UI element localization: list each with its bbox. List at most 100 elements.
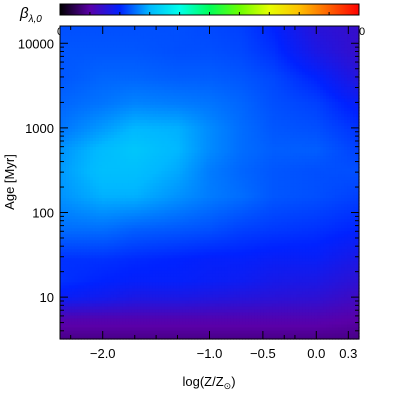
heatmap-cell: [113, 254, 118, 259]
colorbar-strip: [242, 4, 244, 15]
heatmap-cell: [158, 299, 163, 304]
colorbar-strip: [173, 4, 175, 15]
heatmap-cell: [260, 209, 264, 214]
heatmap-cell: [107, 278, 112, 283]
heatmap-cell: [284, 200, 288, 205]
heatmap-cell: [119, 305, 124, 310]
heatmap-cell: [167, 215, 172, 220]
heatmap-cell: [335, 329, 339, 334]
heatmap-cell: [236, 206, 240, 211]
heatmap-cell: [122, 311, 127, 316]
heatmap-cell: [296, 314, 300, 319]
heatmap-cell: [206, 302, 211, 307]
heatmap-cell: [125, 272, 130, 277]
heatmap-cell: [104, 236, 109, 241]
heatmap-cell: [350, 311, 354, 316]
heatmap-cell: [209, 281, 214, 286]
heatmap-cell: [119, 200, 124, 205]
heatmap-cell: [161, 212, 166, 217]
heatmap-cell: [137, 314, 142, 319]
heatmap-cell: [344, 209, 348, 214]
heatmap-cell: [140, 293, 145, 298]
heatmap-cell: [254, 251, 258, 256]
heatmap-cell: [62, 206, 67, 211]
heatmap-cell: [239, 206, 243, 211]
heatmap-cell: [74, 326, 79, 331]
heatmap-cell: [254, 308, 258, 313]
heatmap-cell: [164, 275, 169, 280]
heatmap-cell: [224, 320, 229, 325]
heatmap-cell: [179, 230, 184, 235]
heatmap-cell: [134, 320, 139, 325]
heatmap-cell: [60, 293, 64, 298]
heatmap-cell: [275, 335, 279, 340]
heatmap-cell: [191, 290, 196, 295]
heatmap-cell: [92, 245, 97, 250]
heatmap-cell: [158, 269, 163, 274]
heatmap-cell: [173, 302, 178, 307]
heatmap-cell: [152, 311, 157, 316]
heatmap-cell: [143, 278, 148, 283]
heatmap-cell: [341, 317, 345, 322]
heatmap-cell: [206, 257, 211, 262]
heatmap-cell: [299, 290, 303, 295]
heatmap-cell: [60, 290, 64, 295]
heatmap-cell: [287, 266, 291, 271]
heatmap-cell: [269, 281, 273, 286]
heatmap-cell: [74, 299, 79, 304]
heatmap-cell: [311, 293, 315, 298]
heatmap-cell: [335, 236, 339, 241]
heatmap-cell: [152, 317, 157, 322]
heatmap-cell: [251, 236, 255, 241]
heatmap-cell: [302, 251, 306, 256]
heatmap-cell: [140, 278, 145, 283]
heatmap-cell: [122, 284, 127, 289]
heatmap-cell: [314, 254, 318, 259]
heatmap-cell: [308, 335, 312, 340]
heatmap-cell: [299, 218, 303, 223]
heatmap-cell: [200, 245, 205, 250]
heatmap-cell: [281, 206, 285, 211]
heatmap-cell: [152, 236, 157, 241]
colorbar-strip: [84, 4, 86, 15]
heatmap-cell: [233, 245, 238, 250]
heatmap-cell: [188, 233, 193, 238]
heatmap-cell: [209, 323, 214, 328]
heatmap-cell: [224, 203, 229, 208]
heatmap-cell: [107, 236, 112, 241]
colorbar-strip: [142, 4, 144, 15]
colorbar-strip: [254, 4, 256, 15]
colorbar-strip: [161, 4, 163, 15]
colorbar-strip: [248, 4, 250, 15]
heatmap-cell: [230, 281, 235, 286]
heatmap-cell: [122, 302, 127, 307]
heatmap-cell: [275, 272, 279, 277]
heatmap-cell: [164, 245, 169, 250]
colorbar-strip: [92, 4, 94, 15]
heatmap-cell: [128, 314, 133, 319]
heatmap-cell: [215, 260, 220, 265]
heatmap-cell: [218, 218, 223, 223]
heatmap-cell: [86, 230, 91, 235]
heatmap-cell: [332, 236, 336, 241]
colorbar-strip: [97, 4, 99, 15]
heatmap-cell: [113, 224, 118, 229]
heatmap-cell: [161, 209, 166, 214]
heatmap-cell: [221, 275, 226, 280]
heatmap-cell: [203, 305, 208, 310]
heatmap-cell: [239, 224, 243, 229]
colorbar-strip: [296, 4, 298, 15]
heatmap-cell: [164, 263, 169, 268]
heatmap-cell: [77, 293, 82, 298]
heatmap-cell: [326, 335, 330, 340]
heatmap-cell: [266, 302, 270, 307]
heatmap-cell: [272, 281, 276, 286]
heatmap-cell: [176, 278, 181, 283]
heatmap-cell: [224, 197, 229, 202]
heatmap-cell: [227, 326, 232, 331]
heatmap-cell: [60, 278, 64, 283]
heatmap-cell: [221, 317, 226, 322]
heatmap-cell: [128, 260, 133, 265]
heatmap-cell: [293, 296, 297, 301]
